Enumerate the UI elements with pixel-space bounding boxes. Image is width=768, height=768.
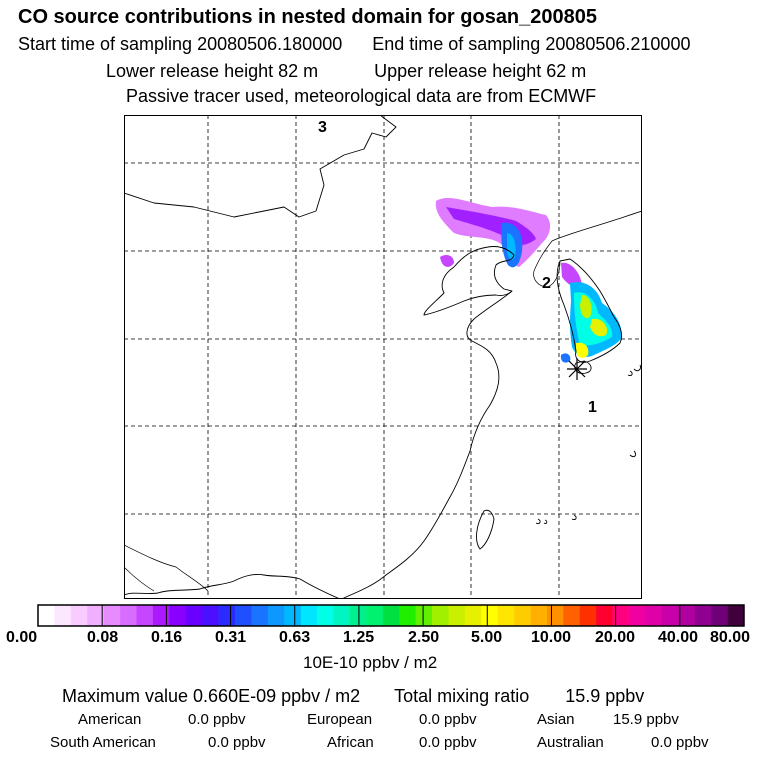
region-value-australian: 0.0 ppbv (651, 734, 709, 751)
colorbar-cell (366, 605, 384, 626)
release-heights: Lower release height 82 m Upper release h… (106, 61, 586, 82)
colorbar-cell (497, 605, 515, 626)
colorbar-tick: 0.63 (279, 629, 311, 646)
colorbar-tick: 2.50 (408, 629, 440, 646)
region-name-african: African (327, 734, 374, 751)
colorbar-cell (481, 605, 499, 626)
colorbar-cell (251, 605, 269, 626)
total-mixing-label: Total mixing ratio (394, 686, 530, 706)
colorbar-cell (579, 605, 597, 626)
colorbar-cell (612, 605, 630, 626)
colorbar-tick: 0.31 (215, 629, 247, 646)
lat-lon-grid (124, 115, 642, 599)
colorbar-tick: 1.25 (343, 629, 375, 646)
colorbar-cell (284, 605, 301, 626)
plot-title: CO source contributions in nested domain… (18, 6, 598, 28)
colorbar-cell (120, 605, 137, 626)
colorbar-cell (694, 605, 712, 626)
region-name-european: European (307, 711, 373, 728)
region-name-american: American (78, 711, 142, 728)
map-marker-label-1: 1 (588, 399, 597, 416)
colorbar-cell (54, 605, 72, 626)
colorbar-cell (235, 605, 252, 626)
colorbar-cell (169, 605, 187, 626)
colorbar-cell (596, 605, 613, 626)
colorbar-cell (218, 605, 236, 626)
map-marker-label-2: 2 (542, 275, 551, 292)
colorbar-cell (70, 605, 88, 626)
colorbar-cell (202, 605, 219, 626)
region-value-european: 0.0 ppbv (419, 711, 477, 728)
colorbar-cell (678, 605, 696, 626)
upper-release-height: Upper release height 62 m (374, 61, 587, 81)
colorbar-cell (399, 605, 416, 626)
colorbar-tick: 5.00 (471, 629, 503, 646)
colorbar-cell (87, 605, 104, 626)
colorbar-cell (629, 605, 646, 626)
colorbar-cell (530, 605, 548, 626)
total-mixing-value: 15.9 ppbv (565, 686, 645, 706)
colorbar-cell (38, 605, 55, 626)
colorbar-cell (300, 605, 318, 626)
region-name-asian: Asian (537, 711, 575, 728)
colorbar-tick: 0.00 (6, 629, 38, 646)
colorbar-cell (464, 605, 482, 626)
region-value-south-american: 0.0 ppbv (208, 734, 266, 751)
colorbar-cell (432, 605, 449, 626)
lower-release-height: Lower release height 82 m (106, 61, 319, 81)
colorbar-cell (103, 605, 121, 626)
end-time: End time of sampling 20080506.210000 (372, 34, 691, 54)
map-marker-label-3: 3 (318, 119, 327, 136)
colorbar-cell (546, 605, 564, 626)
start-time: Start time of sampling 20080506.180000 (18, 34, 343, 54)
colorbar-tick: 40.00 (658, 629, 699, 646)
colorbar-cell (448, 605, 466, 626)
receptor-star-icon (567, 358, 587, 380)
colorbar-cell (349, 605, 367, 626)
region-name-australian: Australian (537, 734, 604, 751)
colorbar-cell (333, 605, 351, 626)
colorbar-tick: 0.16 (151, 629, 183, 646)
region-name-south-american: South American (50, 734, 156, 751)
max-value: Maximum value 0.660E-09 ppbv / m2 (62, 686, 361, 706)
colorbar-cell (267, 605, 285, 626)
colorbar-cell (152, 605, 170, 626)
country-borders (124, 240, 561, 592)
sampling-times: Start time of sampling 20080506.180000 En… (18, 34, 690, 55)
colorbar-units: 10E-10 ppbv / m2 (303, 653, 438, 672)
region-value-asian: 15.9 ppbv (613, 711, 679, 728)
region-value-african: 0.0 ppbv (419, 734, 477, 751)
colorbar-tick: 80.00 (710, 629, 751, 646)
map-frame (124, 115, 642, 599)
colorbar-cell (711, 605, 728, 626)
colorbar-cell (645, 605, 663, 626)
colorbar-frame (37, 604, 745, 627)
colorbar-cell (727, 605, 745, 626)
colorbar-cell (317, 605, 334, 626)
region-value-american: 0.0 ppbv (188, 711, 246, 728)
colorbar-tick: 20.00 (595, 629, 636, 646)
colorbar-tick: 10.00 (531, 629, 572, 646)
colorbar-tick: 0.08 (87, 629, 119, 646)
colorbar-cell (514, 605, 531, 626)
map-panel: 1 2 3 (124, 115, 642, 599)
coastlines (124, 115, 642, 599)
colorbar-cell (563, 605, 581, 626)
colorbar-cell (185, 605, 203, 626)
colorbar (37, 604, 745, 627)
plume (435, 197, 622, 363)
colorbar-cell (661, 605, 679, 626)
max-total-line: Maximum value 0.660E-09 ppbv / m2 Total m… (62, 686, 644, 707)
colorbar-cell (136, 605, 154, 626)
tracer-note: Passive tracer used, meteorological data… (126, 86, 597, 106)
colorbar-cell (415, 605, 433, 626)
colorbar-cell (382, 605, 400, 626)
